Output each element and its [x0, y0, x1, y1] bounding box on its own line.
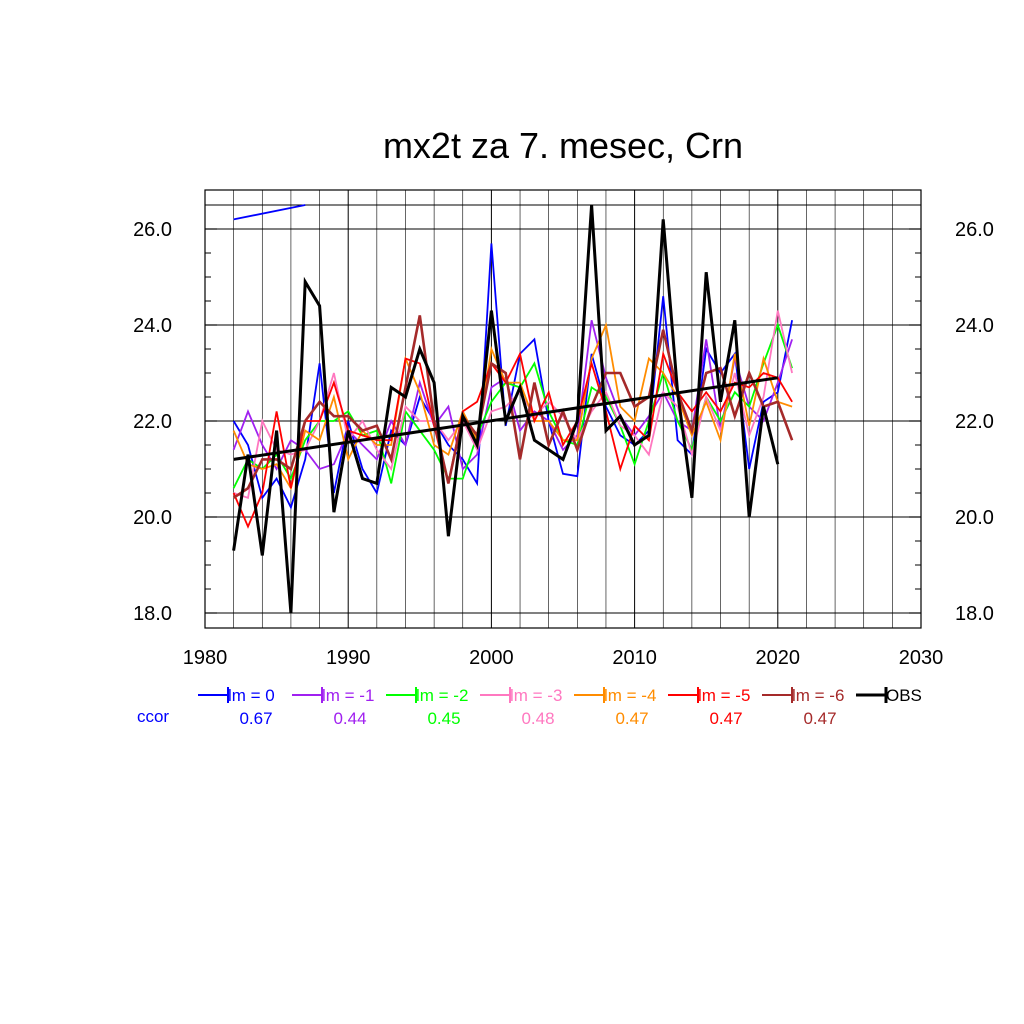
x-tick-label: 2020 [756, 647, 801, 669]
legend-label: lm = 0 [228, 686, 275, 705]
legend-label: lm = -4 [604, 686, 656, 705]
plot-area: 18.0 18.0 20.0 20.0 22.0 22.0 24.0 24.0 26.0 26.0… [133, 189, 994, 669]
y-tick-label-left: 22.0 [133, 411, 172, 433]
y-tick-label-left: 26.0 [133, 219, 172, 241]
legend-label: lm = -6 [792, 686, 844, 705]
ccor-value: 0.47 [615, 709, 648, 728]
ccor-value: 0.44 [333, 709, 366, 728]
ccor-value: 0.48 [521, 709, 554, 728]
plot-frame [204, 189, 922, 629]
y-tick-label-left: 24.0 [133, 315, 172, 337]
ccor-value: 0.45 [427, 709, 460, 728]
legend-label: OBS [886, 686, 922, 705]
legend-label: lm = -2 [416, 686, 468, 705]
legend: lm = 0 0.67 lm = -1 0.44 lm = -2 0.45 lm = -3 0… [137, 686, 922, 728]
y-tick-label-right: 22.0 [955, 411, 994, 433]
y-tick-label-right: 20.0 [955, 507, 994, 529]
y-tick-label-right: 26.0 [955, 219, 994, 241]
y-tick-label-right: 24.0 [955, 315, 994, 337]
chart-title: mx2t za 7. mesec, Crn [383, 125, 743, 166]
series-lines [232, 204, 794, 614]
ccor-value: 0.47 [803, 709, 836, 728]
legend-label: lm = -3 [510, 686, 562, 705]
x-tick-label: 2030 [899, 647, 944, 669]
legend-label: lm = -1 [322, 686, 374, 705]
ccor-value: 0.67 [239, 709, 272, 728]
y-tick-label-left: 20.0 [133, 507, 172, 529]
x-tick-label: 2010 [612, 647, 657, 669]
series-line-obs [232, 204, 780, 614]
ccor-label: ccor [137, 707, 169, 726]
x-tick-label: 1980 [183, 647, 228, 669]
x-tick-label: 2000 [469, 647, 514, 669]
ccor-value: 0.47 [709, 709, 742, 728]
x-tick-label: 1990 [326, 647, 371, 669]
y-tick-label-left: 18.0 [133, 603, 172, 625]
top-left-line [233, 204, 306, 221]
legend-label: lm = -5 [698, 686, 750, 705]
trend-line [233, 376, 779, 461]
y-tick-label-right: 18.0 [955, 603, 994, 625]
